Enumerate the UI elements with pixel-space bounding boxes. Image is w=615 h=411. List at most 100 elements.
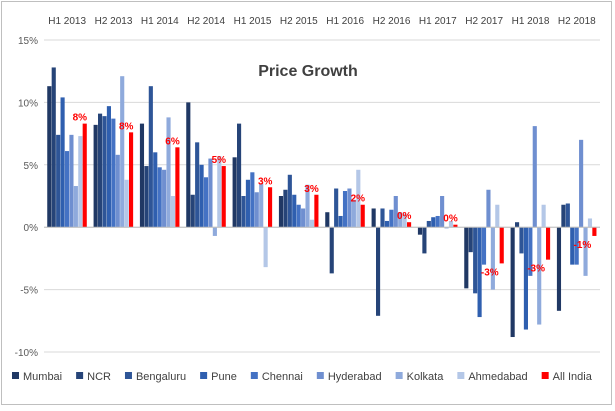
- bar: [102, 116, 107, 228]
- x-tick-label: H1 2014: [141, 16, 179, 27]
- bar: [528, 227, 533, 276]
- x-tick-label: H1 2015: [234, 16, 272, 27]
- bar: [486, 189, 491, 228]
- bar: [565, 203, 570, 228]
- bar: [556, 227, 562, 311]
- bar: [407, 222, 412, 228]
- data-label: -3%: [481, 267, 499, 278]
- bar: [162, 169, 167, 228]
- x-tick-label: H1 2018: [512, 16, 550, 27]
- bar: [245, 179, 250, 228]
- bar: [283, 189, 288, 228]
- bar: [371, 208, 376, 228]
- bar: [342, 191, 348, 228]
- bar: [139, 123, 145, 228]
- x-tick-label: H2 2014: [187, 16, 225, 27]
- bar: [292, 194, 297, 228]
- bar: [464, 227, 469, 289]
- bar: [98, 113, 103, 228]
- bar: [490, 227, 495, 290]
- bar: [356, 169, 361, 228]
- data-label: 5%: [212, 155, 227, 166]
- bar: [111, 118, 116, 228]
- bar: [69, 134, 74, 228]
- bar: [499, 227, 504, 264]
- bar: [232, 157, 237, 228]
- bar: [537, 227, 542, 325]
- bar: [570, 227, 575, 265]
- bar: [186, 102, 191, 228]
- data-label: 0%: [397, 211, 412, 222]
- legend-swatch: [200, 372, 208, 379]
- legend-label: Chennai: [262, 371, 303, 383]
- bar: [351, 199, 356, 228]
- y-tick-label: 15%: [18, 36, 38, 47]
- bar: [523, 227, 528, 330]
- legend-swatch: [316, 372, 324, 379]
- x-axis-tick-labels: H1 2013 H2 2013 H1 2014 H2 2014 H1 2015 H2 20…: [48, 16, 596, 27]
- data-label: 0%: [443, 214, 458, 225]
- bar: [124, 179, 129, 228]
- data-label: 2%: [351, 194, 366, 205]
- bar: [592, 227, 597, 236]
- bar: [510, 227, 515, 338]
- bar: [347, 188, 352, 228]
- data-label: -1%: [574, 240, 592, 251]
- bar: [296, 204, 301, 228]
- bar: [144, 166, 149, 228]
- bar: [263, 227, 268, 268]
- y-axis-tick-labels: -10% -5% 0% 5% 10% 15%: [15, 36, 38, 359]
- bar: [309, 219, 315, 228]
- legend-swatch: [395, 372, 403, 379]
- bar: [519, 227, 524, 254]
- y-tick-label: -10%: [15, 348, 38, 359]
- bar: [221, 166, 226, 228]
- bar: [115, 154, 120, 228]
- legend-label: Mumbai: [23, 371, 62, 383]
- bar: [402, 213, 407, 228]
- bar: [495, 204, 500, 228]
- bar: [334, 188, 339, 228]
- legend: Mumbai NCR Bengaluru Pune Chennai Hyderabad Ko…: [12, 371, 593, 383]
- bar: [56, 134, 61, 228]
- bar: [422, 227, 427, 254]
- bar: [203, 177, 209, 228]
- data-label: 8%: [119, 121, 134, 132]
- legend-label: Kolkata: [407, 371, 445, 383]
- bar: [453, 224, 458, 228]
- legend-label: Pune: [211, 371, 237, 383]
- legend-swatch: [76, 372, 84, 379]
- bar: [468, 227, 473, 253]
- legend-label: Bengaluru: [136, 371, 186, 383]
- legend-swatch: [12, 372, 19, 379]
- bar: [82, 123, 87, 228]
- bar: [541, 204, 546, 228]
- bar: [217, 156, 222, 228]
- bar: [481, 227, 487, 265]
- bar: [148, 86, 153, 228]
- bar: [583, 227, 588, 276]
- x-tick-label: H1 2017: [419, 16, 457, 27]
- legend-swatch: [124, 372, 132, 379]
- bar: [287, 174, 292, 228]
- bar: [93, 124, 98, 228]
- bar: [338, 215, 343, 228]
- bar: [254, 192, 259, 228]
- bar: [546, 227, 551, 260]
- bar: [426, 220, 431, 228]
- bar: [574, 227, 579, 265]
- x-tick-label: H2 2013: [95, 16, 133, 27]
- y-tick-label: 10%: [18, 98, 38, 109]
- bar: [166, 117, 171, 228]
- data-label: -3%: [527, 264, 545, 275]
- bar: [129, 132, 134, 228]
- bar: [73, 186, 78, 228]
- bar: [208, 158, 213, 228]
- bar: [301, 208, 306, 228]
- bar: [106, 106, 111, 228]
- legend-label: NCR: [87, 371, 111, 383]
- bar: [314, 194, 319, 228]
- bar: [259, 183, 264, 228]
- x-tick-label: H2 2017: [465, 16, 503, 27]
- bar: [398, 212, 403, 228]
